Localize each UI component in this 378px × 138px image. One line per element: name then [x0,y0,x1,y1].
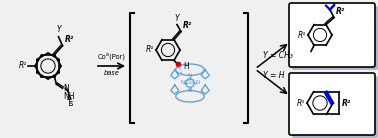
Text: R¹: R¹ [146,46,154,55]
Text: N: N [188,73,192,78]
Text: R¹: R¹ [19,62,27,71]
Text: N: N [180,80,184,86]
Text: H: H [183,62,189,71]
FancyBboxPatch shape [292,6,378,70]
Text: N: N [195,80,200,86]
FancyBboxPatch shape [292,76,378,138]
Text: N: N [188,88,192,93]
Text: Y: Y [56,25,61,34]
FancyBboxPatch shape [289,73,375,135]
Text: R²: R² [341,99,351,108]
Text: R²: R² [65,35,74,44]
Text: R¹: R¹ [297,99,305,108]
Text: Coᴵᴵᴵ(Por): Coᴵᴵᴵ(Por) [98,52,125,60]
Text: N: N [64,84,69,93]
FancyBboxPatch shape [289,3,375,67]
Text: Y = CH₃: Y = CH₃ [263,51,293,60]
Text: R¹: R¹ [298,30,306,39]
Text: Y: Y [175,14,179,23]
Text: Ts: Ts [67,99,74,108]
Text: Co: Co [186,80,194,86]
Text: Y = H: Y = H [263,71,285,80]
Text: base: base [104,70,119,76]
Text: R²: R² [336,7,345,16]
Text: R²: R² [183,21,192,30]
Text: NH: NH [63,92,74,101]
